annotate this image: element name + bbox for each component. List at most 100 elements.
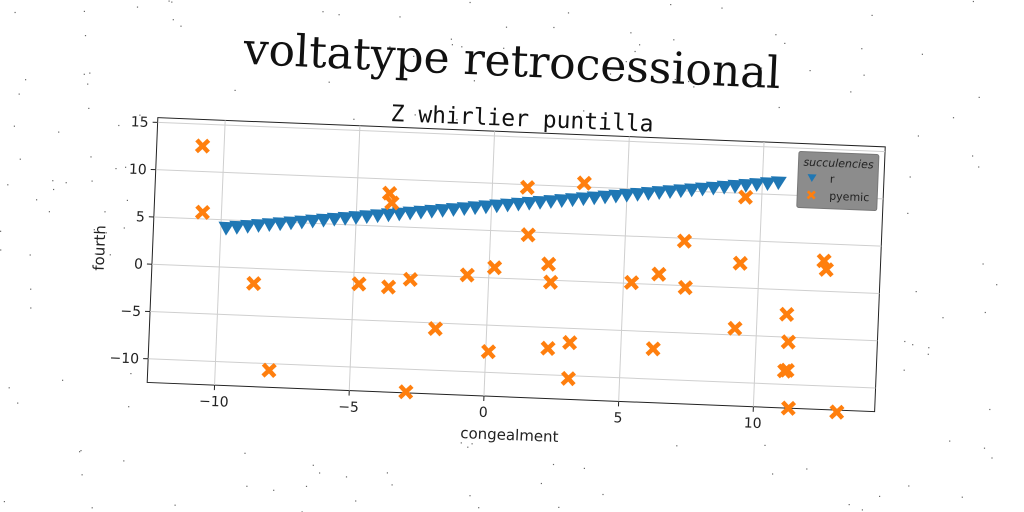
grid-line-y bbox=[150, 311, 878, 342]
grid-line-y bbox=[157, 121, 886, 153]
speck bbox=[25, 79, 27, 81]
scatter-point-triangle bbox=[565, 193, 582, 208]
scatter-point-triangle bbox=[294, 215, 311, 230]
scatter-point-triangle bbox=[619, 188, 636, 203]
scatter-point-triangle bbox=[759, 177, 776, 192]
speck bbox=[908, 485, 910, 487]
grid-line-y bbox=[155, 169, 884, 200]
speck bbox=[413, 55, 415, 57]
speck bbox=[721, 7, 723, 9]
speck bbox=[246, 485, 248, 487]
scatter-point-x bbox=[427, 321, 444, 337]
y-tick-label: 10 bbox=[129, 162, 147, 179]
scatter-point-x bbox=[780, 334, 797, 350]
speck bbox=[673, 39, 675, 41]
scatter-point-triangle bbox=[380, 208, 397, 223]
scatter-point-triangle bbox=[749, 178, 766, 192]
scatter-point-x bbox=[540, 256, 557, 272]
speck bbox=[14, 11, 16, 14]
speck bbox=[942, 317, 944, 319]
speck bbox=[8, 387, 10, 389]
speck bbox=[630, 32, 632, 34]
scatter-point-x bbox=[776, 363, 793, 379]
legend-label: r bbox=[830, 173, 836, 186]
scatter-point-triangle bbox=[630, 187, 647, 202]
x-tick-label: −10 bbox=[199, 394, 229, 411]
speck bbox=[467, 446, 469, 448]
scatter-point-triangle bbox=[445, 202, 462, 217]
speck bbox=[625, 61, 627, 63]
scatter-point-triangle bbox=[521, 196, 538, 211]
speck bbox=[36, 199, 38, 201]
scatter-point-x bbox=[384, 195, 400, 211]
speck bbox=[989, 408, 991, 411]
scatter-point-x bbox=[480, 343, 497, 360]
speck bbox=[848, 504, 850, 506]
scatter-point-x bbox=[194, 138, 211, 154]
speck bbox=[775, 34, 777, 36]
speck bbox=[83, 73, 85, 75]
speck bbox=[451, 44, 453, 46]
scatter-point-x bbox=[261, 362, 277, 378]
speck bbox=[118, 124, 120, 127]
x-tick-label: −5 bbox=[338, 399, 359, 416]
scatter-point-x bbox=[737, 189, 754, 205]
speck bbox=[863, 74, 865, 76]
speck bbox=[13, 125, 15, 127]
speck bbox=[273, 489, 275, 491]
speck bbox=[48, 211, 50, 213]
speck bbox=[105, 232, 107, 234]
speck bbox=[172, 19, 174, 21]
speck bbox=[104, 211, 106, 213]
scatter-point-x bbox=[194, 204, 211, 220]
speck bbox=[772, 473, 774, 475]
scatter-point-x bbox=[677, 279, 693, 296]
speck bbox=[460, 442, 462, 444]
data-series bbox=[194, 138, 845, 420]
speck bbox=[87, 83, 89, 85]
speck bbox=[688, 80, 690, 83]
legend-marker bbox=[807, 174, 817, 183]
scatter-point-x bbox=[829, 404, 845, 420]
speck bbox=[469, 1, 471, 4]
speck bbox=[450, 38, 452, 40]
speck bbox=[355, 500, 357, 502]
speck bbox=[7, 184, 9, 186]
scatter-point-triangle bbox=[326, 212, 343, 227]
plot-area bbox=[146, 117, 886, 413]
scatter-point-triangle bbox=[727, 179, 744, 194]
speck bbox=[128, 406, 130, 408]
scatter-point-triangle bbox=[662, 185, 679, 200]
scatter-point-x bbox=[519, 179, 536, 196]
legend-marker bbox=[806, 190, 816, 200]
speck bbox=[903, 369, 905, 371]
speck bbox=[583, 467, 585, 469]
scatter-point-triangle bbox=[478, 200, 495, 215]
speck bbox=[553, 26, 555, 29]
speck bbox=[921, 53, 923, 55]
legend-item: r bbox=[807, 173, 836, 186]
speck bbox=[991, 457, 993, 459]
scatter-point-triangle bbox=[229, 220, 246, 235]
scatter-point-x bbox=[779, 306, 795, 323]
speck bbox=[972, 155, 974, 157]
legend-box bbox=[796, 151, 880, 212]
speck bbox=[389, 46, 391, 48]
grid-line-y bbox=[151, 263, 880, 294]
scatter-point-triangle bbox=[348, 210, 365, 225]
speck bbox=[80, 450, 82, 452]
speck bbox=[456, 119, 458, 121]
scatter-point-x bbox=[732, 255, 748, 271]
scatter-point-triangle bbox=[261, 218, 278, 233]
speck bbox=[123, 227, 125, 229]
speck bbox=[322, 11, 324, 13]
scatter-point-triangle bbox=[695, 182, 711, 197]
y-tick-label: −5 bbox=[120, 303, 141, 320]
scatter-point-x bbox=[818, 261, 835, 278]
legend-title: succulencies bbox=[803, 156, 874, 172]
speck bbox=[234, 89, 236, 91]
scatter-point-triangle bbox=[651, 186, 668, 200]
speck bbox=[871, 14, 873, 16]
speck bbox=[879, 495, 881, 497]
speck bbox=[558, 506, 560, 508]
